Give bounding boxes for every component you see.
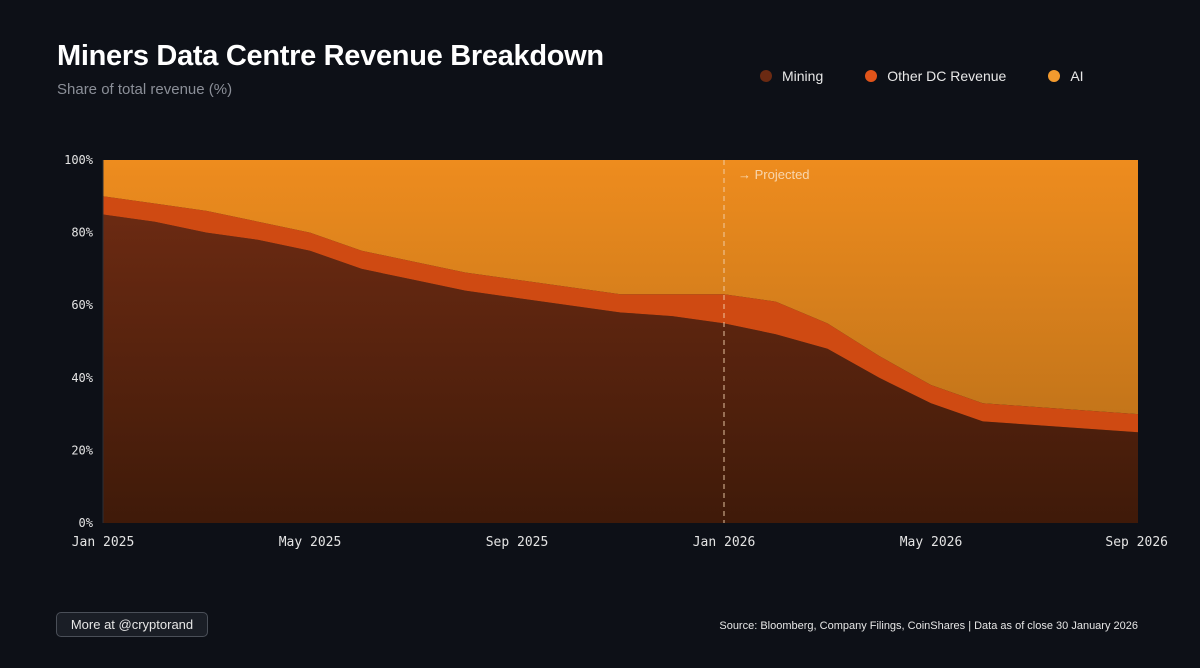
chart-subtitle: Share of total revenue (%) <box>57 81 233 98</box>
source-note: Source: Bloomberg, Company Filings, Coin… <box>719 620 1138 632</box>
chart-title: Miners Data Centre Revenue Breakdown <box>57 40 604 72</box>
y-tick-label: 60% <box>71 298 93 312</box>
legend-item-mining: Mining <box>760 68 823 84</box>
legend-swatch-mining <box>760 70 772 82</box>
legend-swatch-ai <box>1048 70 1061 82</box>
area-ai <box>103 160 1138 415</box>
legend-label-mining: Mining <box>782 68 824 84</box>
x-tick-label: Jan 2026 <box>693 535 756 550</box>
legend-swatch-other-dc-revenue <box>865 70 878 82</box>
more-at-cryptorand-button[interactable]: More at @cryptorand <box>56 612 208 637</box>
x-tick-label: Sep 2026 <box>1105 535 1168 550</box>
projection-label: → Projected <box>738 167 810 182</box>
y-tick-label: 0% <box>79 516 94 530</box>
legend-label-other-dc-revenue: Other DC Revenue <box>887 68 1007 84</box>
y-tick-label: 40% <box>71 371 93 385</box>
legend-label-ai: AI <box>1070 68 1084 84</box>
y-tick-label: 20% <box>71 443 93 457</box>
y-tick-label: 80% <box>71 226 93 240</box>
area-mining <box>103 214 1138 523</box>
x-tick-label: Sep 2025 <box>486 535 549 550</box>
y-tick-label: 100% <box>64 153 94 167</box>
x-tick-label: May 2025 <box>279 535 342 550</box>
x-tick-label: Jan 2025 <box>72 535 135 550</box>
legend: Mining Other DC Revenue AI <box>760 68 1084 84</box>
area-other-dc-revenue <box>103 196 1138 433</box>
legend-item-ai: AI <box>1048 68 1084 84</box>
legend-item-other-dc-revenue: Other DC Revenue <box>865 68 1006 84</box>
x-tick-label: May 2026 <box>900 535 963 550</box>
